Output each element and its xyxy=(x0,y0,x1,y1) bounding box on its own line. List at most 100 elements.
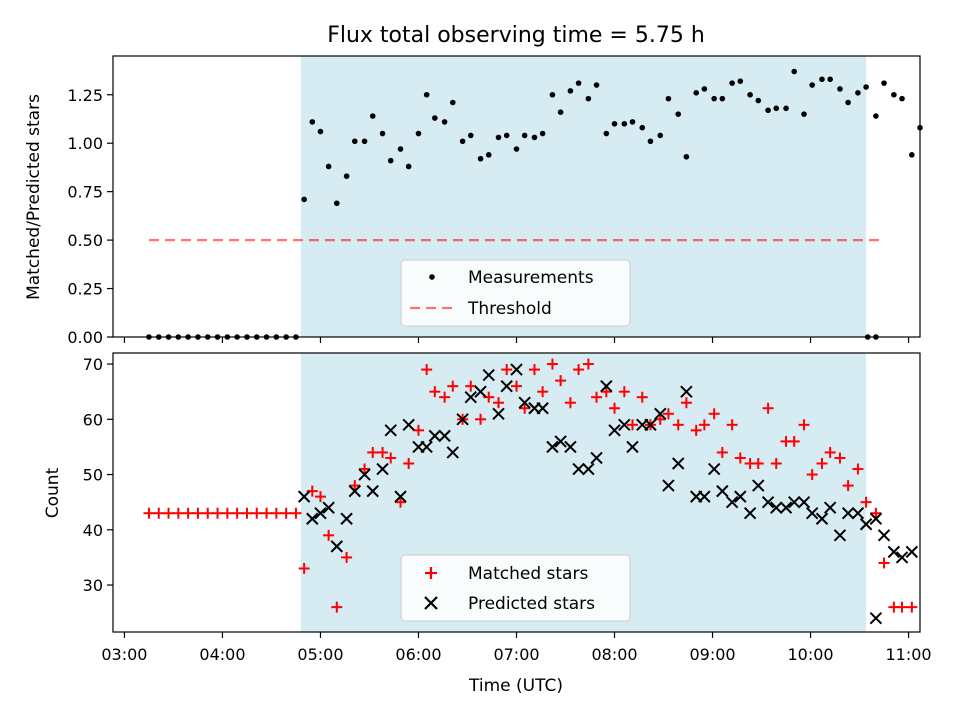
predicted-star-point xyxy=(366,484,379,498)
x-tick-label: 03:00 xyxy=(101,645,147,664)
measurement-point xyxy=(361,138,368,145)
measurement-point xyxy=(503,132,510,139)
measurement-point xyxy=(665,95,672,102)
matched-star-point xyxy=(906,601,918,613)
measurement-point xyxy=(531,134,538,141)
predicted-star-point xyxy=(752,479,765,492)
measurement-point xyxy=(873,113,879,119)
measurement-point xyxy=(899,95,905,102)
matched-star-point xyxy=(770,457,782,469)
measurement-point xyxy=(639,124,646,131)
matched-star-point xyxy=(806,469,818,481)
predicted-star-point xyxy=(582,462,595,476)
matched-star-point xyxy=(412,424,424,436)
predicted-star-point xyxy=(797,495,811,509)
matched-star-point xyxy=(403,457,415,469)
predicted-star-point xyxy=(654,407,667,420)
matched-star-point xyxy=(465,380,477,392)
y-tick-label: 50 xyxy=(83,466,103,485)
measurement-point xyxy=(863,84,869,90)
predicted-star-point xyxy=(823,501,837,514)
predicted-star-point xyxy=(428,429,442,443)
matched-star-point xyxy=(182,507,194,519)
measurement-legend-label: Measurements xyxy=(468,268,594,288)
matched-star-point xyxy=(672,419,684,431)
predicted-star-point xyxy=(600,379,613,393)
predicted-star-point xyxy=(572,462,585,476)
predicted-star-point xyxy=(608,424,621,437)
matched-star-point xyxy=(331,601,343,613)
y-tick-label: 1.00 xyxy=(67,134,103,153)
matched-star-point xyxy=(698,419,710,431)
predicted-star-point xyxy=(859,518,873,531)
predicted-star-point xyxy=(518,396,531,409)
matched-star-point xyxy=(609,402,621,414)
matched-star-point xyxy=(261,507,273,519)
matched-star-point xyxy=(582,358,594,370)
matched-star-point xyxy=(555,375,567,387)
matched-star-point xyxy=(654,413,666,425)
predicted-star-point xyxy=(500,379,513,393)
matched-star-point xyxy=(834,452,846,464)
matched-star-point xyxy=(860,496,872,508)
matched-star-point xyxy=(752,457,764,469)
measurement-point xyxy=(755,97,762,104)
predicted-star-point xyxy=(394,490,407,503)
matched-star-point xyxy=(493,397,505,409)
measurement-point xyxy=(675,111,682,117)
predicted-star-point xyxy=(662,479,675,492)
matched-star-point xyxy=(573,364,585,376)
matched-star-point xyxy=(511,380,522,392)
matched-star-point xyxy=(564,397,576,409)
measurement-point xyxy=(701,86,708,92)
measurement-point xyxy=(593,82,600,88)
count-legend-box xyxy=(400,554,631,622)
y-tick-label: 0.25 xyxy=(67,280,103,299)
matched-star-point xyxy=(290,507,302,519)
predicted-star-point xyxy=(402,418,415,432)
matched-star-point xyxy=(202,507,214,519)
predicted-star-point xyxy=(770,501,783,514)
measurement-point xyxy=(773,105,780,112)
matched-star-point xyxy=(734,452,746,464)
matched-legend-label: Matched stars xyxy=(468,564,588,584)
measurement-point xyxy=(657,132,664,139)
matched-star-point xyxy=(824,446,836,458)
predicted-star-point xyxy=(492,407,505,420)
measurement-point xyxy=(334,200,340,207)
matched-star-point xyxy=(323,529,335,541)
measurement-legend-marker xyxy=(429,274,435,280)
matched-star-point xyxy=(421,364,433,376)
x-tick-label: 09:00 xyxy=(689,645,735,664)
measurement-point xyxy=(369,113,376,119)
measurement-point xyxy=(441,119,448,125)
matched-star-point xyxy=(212,507,224,519)
matched-star-point xyxy=(241,507,253,519)
predicted-star-point xyxy=(330,540,344,553)
measurement-point xyxy=(477,155,484,162)
matched-star-point xyxy=(896,601,908,613)
matched-star-point xyxy=(153,507,165,519)
measurement-point xyxy=(827,76,833,83)
predicted-star-point xyxy=(464,390,477,404)
predicted-star-point xyxy=(546,440,559,454)
measurement-point xyxy=(415,130,422,137)
predicted-star-point xyxy=(680,385,693,398)
x-tick-label: 07:00 xyxy=(493,645,539,664)
predicted-star-point xyxy=(358,468,371,481)
predicted-star-point xyxy=(306,512,319,525)
measurement-point xyxy=(449,99,456,106)
x-tick-label: 11:00 xyxy=(886,645,932,664)
measurement-point xyxy=(432,115,438,121)
predicted-star-point xyxy=(905,545,919,559)
y-tick-label: 0.50 xyxy=(67,231,103,250)
measurement-point xyxy=(567,88,574,94)
measurement-point xyxy=(729,80,735,86)
predicted-star-point xyxy=(438,429,451,443)
predicted-star-point xyxy=(833,529,847,542)
matched-star-point xyxy=(591,391,603,403)
matched-star-point xyxy=(163,507,175,519)
predicted-star-point xyxy=(877,529,891,542)
predicted-star-point xyxy=(590,451,603,465)
